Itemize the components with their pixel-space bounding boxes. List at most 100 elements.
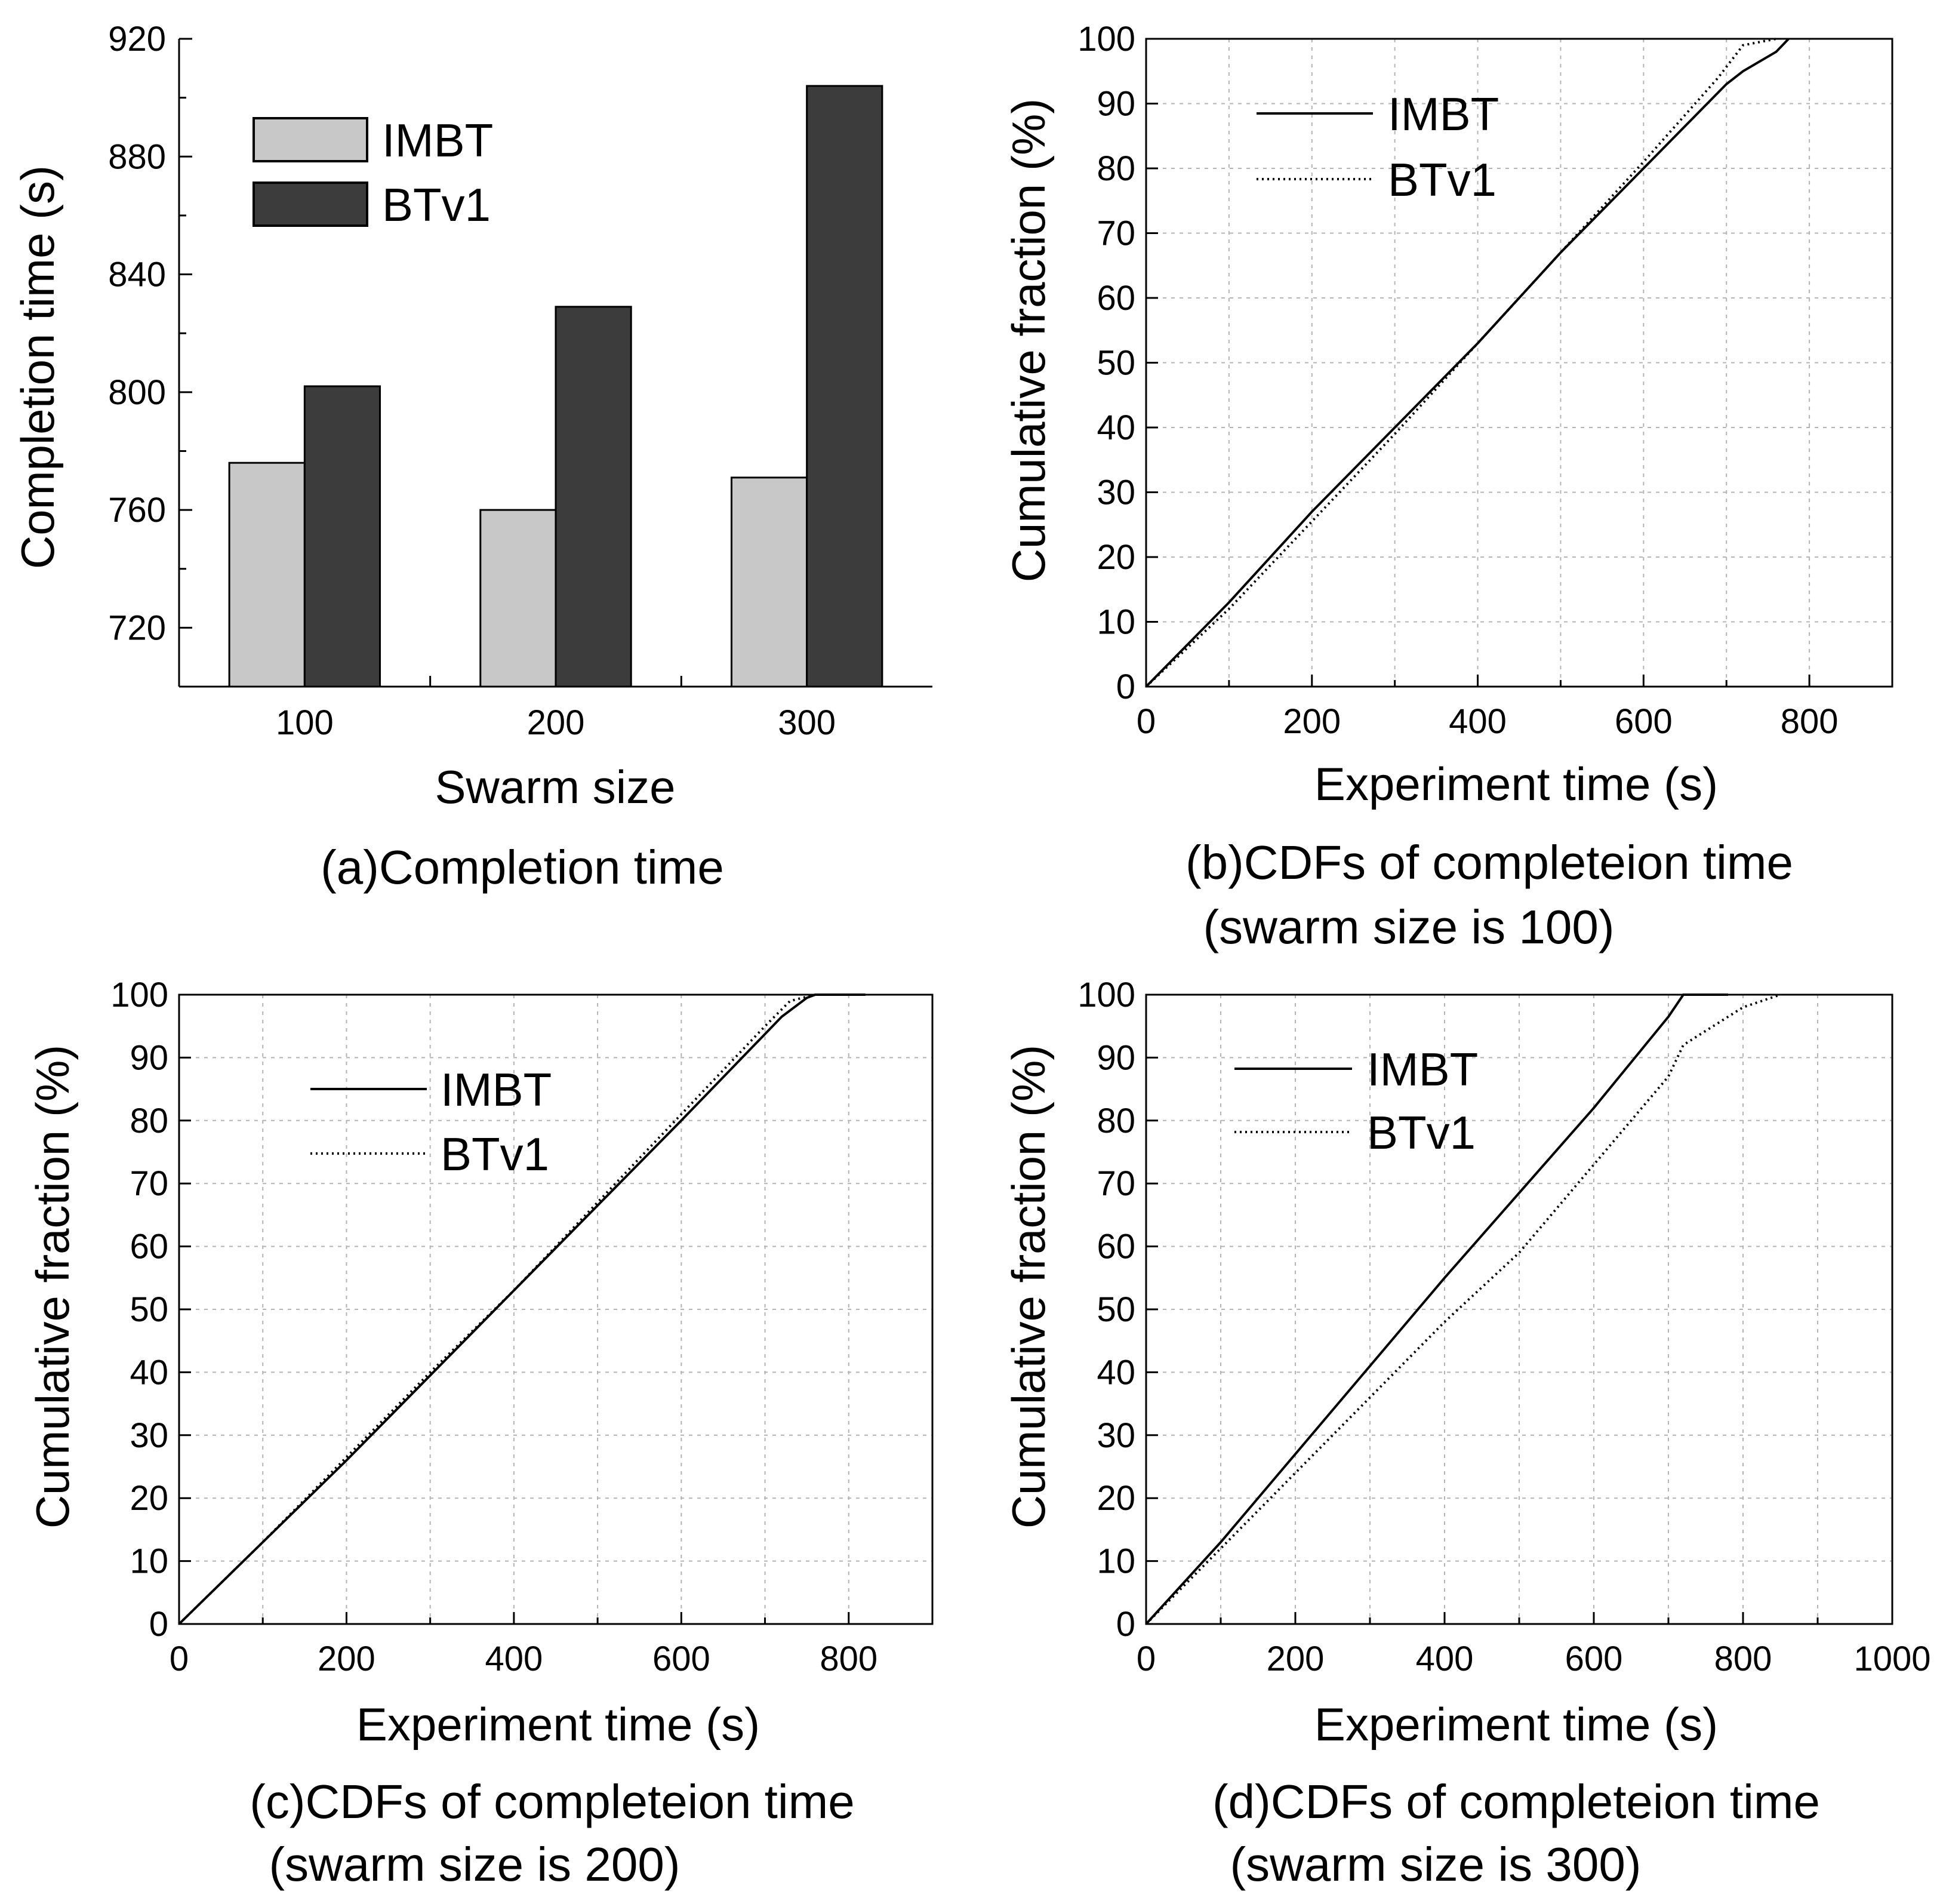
x-tick-label: 0 <box>1137 1640 1156 1678</box>
chart-b-caption-line1: (b)CDFs of completeion time <box>1185 836 1793 889</box>
x-tick-label: 200 <box>318 1640 375 1678</box>
bar-imbt-300 <box>730 476 808 688</box>
y-tick-label: 40 <box>1097 408 1135 447</box>
y-tick-label: 40 <box>130 1353 168 1392</box>
y-tick-label: 70 <box>130 1164 168 1203</box>
chart-c-ylabel: Cumulative fraction (%) <box>26 1045 79 1529</box>
x-tick-label: 200 <box>1283 702 1341 741</box>
chart-c-caption-line1: (c)CDFs of completeion time <box>250 1775 855 1828</box>
chart-a-caption: (a)Completion time <box>321 841 724 894</box>
y-tick-label: 70 <box>1097 214 1135 253</box>
bar-imbt-100 <box>228 462 306 688</box>
bar-btv1-300 <box>806 85 883 688</box>
x-tick-label: 1000 <box>1853 1640 1930 1678</box>
x-tick-label: 600 <box>652 1640 710 1678</box>
y-tick-label: 880 <box>108 137 166 176</box>
y-tick-label: 100 <box>110 976 168 1014</box>
y-tick-label: 60 <box>130 1228 168 1266</box>
y-tick-label: 10 <box>130 1542 168 1581</box>
y-tick-label: 80 <box>1097 149 1135 188</box>
chart-a-data <box>228 85 883 688</box>
chart-b: 0 10 20 30 40 50 60 70 80 90 100 0 200 400 600 800 IMBT… <box>1002 20 1893 953</box>
series-line-btv1 <box>1145 38 1776 688</box>
y-tick-label: 10 <box>1097 603 1135 642</box>
y-tick-label: 800 <box>108 373 166 412</box>
y-tick-label: 50 <box>130 1290 168 1329</box>
chart-b-axes: 0 10 20 30 40 50 60 70 80 90 100 0 200 400 600 800 <box>1077 20 1893 741</box>
bar-imbt-200 <box>479 509 557 688</box>
series-line-imbt <box>1145 38 1790 688</box>
chart-d-legend: IMBT BTv1 <box>1234 1043 1478 1159</box>
legend-label-btv1: BTv1 <box>382 179 491 231</box>
y-tick-label: 20 <box>1097 1479 1135 1518</box>
chart-a-legend: IMBT BTv1 <box>253 114 493 231</box>
y-tick-label: 90 <box>130 1038 168 1077</box>
x-tick-label: 800 <box>1714 1640 1772 1678</box>
x-tick-label: 300 <box>778 703 836 742</box>
chart-a-xlabel: Swarm size <box>435 761 675 813</box>
legend-label-imbt: IMBT <box>382 114 493 167</box>
series-line-imbt <box>1145 993 1728 1625</box>
series-line-btv1 <box>178 993 866 1625</box>
chart-b-caption-line2: (swarm size is 100) <box>1203 900 1614 953</box>
y-tick-label: 0 <box>149 1605 168 1644</box>
y-tick-label: 60 <box>1097 279 1135 318</box>
chart-b-ylabel: Cumulative fraction (%) <box>1002 99 1055 583</box>
legend-swatch-imbt <box>253 117 368 162</box>
y-tick-label: 20 <box>130 1479 168 1518</box>
y-tick-label: 840 <box>108 256 166 294</box>
y-tick-label: 50 <box>1097 344 1135 383</box>
legend-swatch-btv1 <box>253 182 368 227</box>
y-tick-label: 0 <box>1116 668 1135 706</box>
x-tick-label: 400 <box>485 1640 543 1678</box>
x-tick-label: 400 <box>1449 702 1507 741</box>
bar-btv1-100 <box>303 385 381 688</box>
x-tick-label: 0 <box>1137 702 1156 741</box>
y-tick-label: 10 <box>1097 1542 1135 1581</box>
chart-d-caption-line1: (d)CDFs of completeion time <box>1212 1775 1820 1828</box>
chart-d-ylabel: Cumulative fraction (%) <box>1002 1045 1055 1529</box>
legend-label-imbt: IMBT <box>1367 1043 1478 1096</box>
chart-a-ylabel: Completion time (s) <box>11 165 64 569</box>
chart-b-legend: IMBT BTv1 <box>1257 88 1499 206</box>
chart-c-xlabel: Experiment time (s) <box>356 1698 760 1751</box>
y-tick-label: 30 <box>1097 1416 1135 1455</box>
y-tick-label: 70 <box>1097 1164 1135 1203</box>
x-tick-label: 200 <box>527 703 585 742</box>
y-tick-label: 20 <box>1097 538 1135 577</box>
chart-d-xlabel: Experiment time (s) <box>1314 1698 1718 1751</box>
y-tick-label: 920 <box>108 20 166 59</box>
y-tick-label: 80 <box>130 1102 168 1140</box>
chart-c-legend: IMBT BTv1 <box>310 1063 552 1180</box>
y-tick-label: 60 <box>1097 1228 1135 1266</box>
y-tick-label: 30 <box>1097 473 1135 512</box>
y-tick-label: 100 <box>1077 976 1135 1014</box>
legend-label-btv1: BTv1 <box>1367 1106 1476 1159</box>
y-tick-label: 30 <box>130 1416 168 1455</box>
y-tick-label: 100 <box>1077 20 1135 59</box>
x-tick-label: 600 <box>1565 1640 1623 1678</box>
chart-c-caption-line2: (swarm size is 200) <box>269 1838 680 1891</box>
y-tick-label: 80 <box>1097 1102 1135 1140</box>
legend-label-btv1: BTv1 <box>441 1128 549 1180</box>
x-tick-label: 600 <box>1615 702 1673 741</box>
bar-btv1-200 <box>555 306 632 688</box>
y-tick-label: 0 <box>1116 1605 1135 1644</box>
x-tick-label: 100 <box>276 703 334 742</box>
legend-label-imbt: IMBT <box>441 1063 552 1116</box>
legend-label-imbt: IMBT <box>1388 88 1499 140</box>
chart-b-data <box>1145 38 1790 688</box>
chart-a: 720 760 800 840 880 920 100 200 300 IMBT BTv1 Sw… <box>11 20 932 894</box>
legend-label-btv1: BTv1 <box>1388 153 1496 206</box>
y-tick-label: 720 <box>108 608 166 647</box>
x-tick-label: 0 <box>170 1640 189 1678</box>
chart-c: 0 10 20 30 40 50 60 70 80 90 100 0 200 400 600 800 IMBT… <box>26 976 934 1891</box>
x-tick-label: 800 <box>1781 702 1839 741</box>
chart-c-data <box>178 993 866 1625</box>
y-tick-label: 50 <box>1097 1290 1135 1329</box>
chart-a-axes: 720 760 800 840 880 920 100 200 300 <box>108 20 932 742</box>
chart-d-data <box>1145 993 1781 1625</box>
